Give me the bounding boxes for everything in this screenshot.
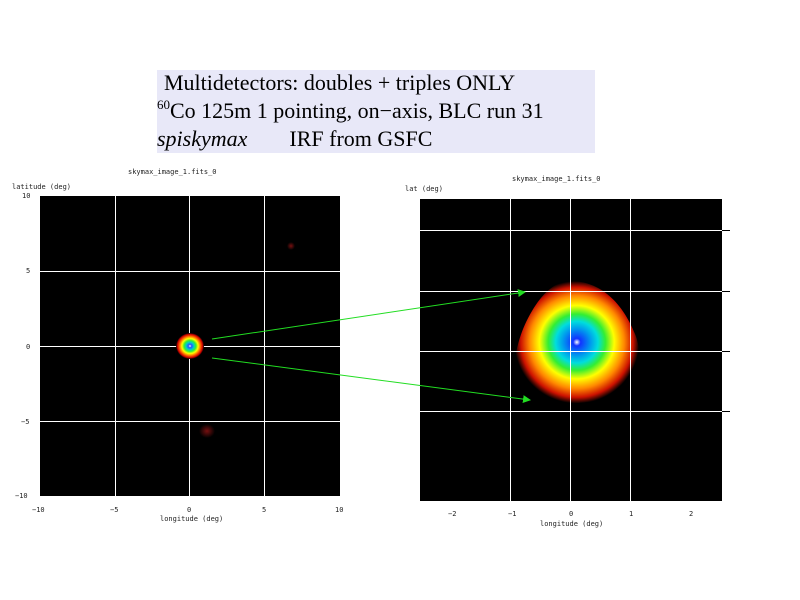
right-grid-h4 <box>420 411 722 412</box>
isotope-mass-number: 60 <box>157 97 170 112</box>
software-name: spiskymax <box>157 126 248 151</box>
title-box: Multidetectors: doubles + triples ONLY 6… <box>157 70 595 153</box>
right-xtick-0: 0 <box>569 510 574 518</box>
left-ytick-0: 0 <box>26 343 31 351</box>
left-sky-image <box>40 196 340 496</box>
left-plot-ylabel: latitude (deg) <box>12 183 72 191</box>
right-grid-h2 <box>420 291 722 292</box>
right-plot-ylabel: lat (deg) <box>405 185 443 193</box>
right-zoom-image <box>420 199 722 501</box>
right-source-zoom <box>514 281 640 404</box>
right-grid-v3 <box>630 199 631 501</box>
left-plot-xlabel: longitude (deg) <box>160 515 224 523</box>
left-source-blobs <box>176 242 295 438</box>
right-grid-h3 <box>420 351 722 352</box>
right-grid-v2 <box>570 199 571 501</box>
left-grid-h3 <box>40 421 340 422</box>
right-plot-title: skymax_image_1.fits_0 <box>512 175 601 183</box>
title-line-1: Multidetectors: doubles + triples ONLY <box>164 70 516 95</box>
right-tick-h3 <box>722 351 730 352</box>
left-xtick-5: 5 <box>262 506 267 514</box>
right-xtick-2: 2 <box>689 510 694 518</box>
left-xtick-10: 10 <box>335 506 344 514</box>
right-tick-h4 <box>722 411 730 412</box>
left-faint-spot-2 <box>287 242 295 250</box>
left-xtick-m5: −5 <box>110 506 119 514</box>
right-tick-h1 <box>722 230 730 231</box>
left-ytick-5: 5 <box>26 267 31 275</box>
left-faint-spot-1 <box>199 424 215 438</box>
right-xtick-m2: −2 <box>448 510 457 518</box>
title-line-3-text: IRF from GSFC <box>289 126 433 151</box>
right-tick-h2 <box>722 291 730 292</box>
left-grid-h1 <box>40 271 340 272</box>
right-plot-xlabel: longitude (deg) <box>540 520 604 528</box>
title-line-2: 60Co 125m 1 pointing, on−axis, BLC run 3… <box>157 98 544 124</box>
right-xtick-m1: −1 <box>508 510 517 518</box>
left-xtick-0: 0 <box>187 506 192 514</box>
left-plot-title: skymax_image_1.fits_0 <box>128 168 217 176</box>
left-ytick-10: 10 <box>22 192 31 200</box>
title-line-3: spiskymax IRF from GSFC <box>157 126 432 152</box>
left-source-spot <box>176 333 204 359</box>
right-source-shape <box>514 281 640 404</box>
right-xtick-1: 1 <box>629 510 634 518</box>
right-grid-h1 <box>420 230 722 231</box>
left-ytick-m10: −10 <box>15 492 28 500</box>
left-ytick-m5: −5 <box>21 418 30 426</box>
title-line-2-text: Co 125m 1 pointing, on−axis, BLC run 31 <box>170 98 544 123</box>
left-xtick-m10: −10 <box>32 506 45 514</box>
right-grid-v1 <box>510 199 511 501</box>
